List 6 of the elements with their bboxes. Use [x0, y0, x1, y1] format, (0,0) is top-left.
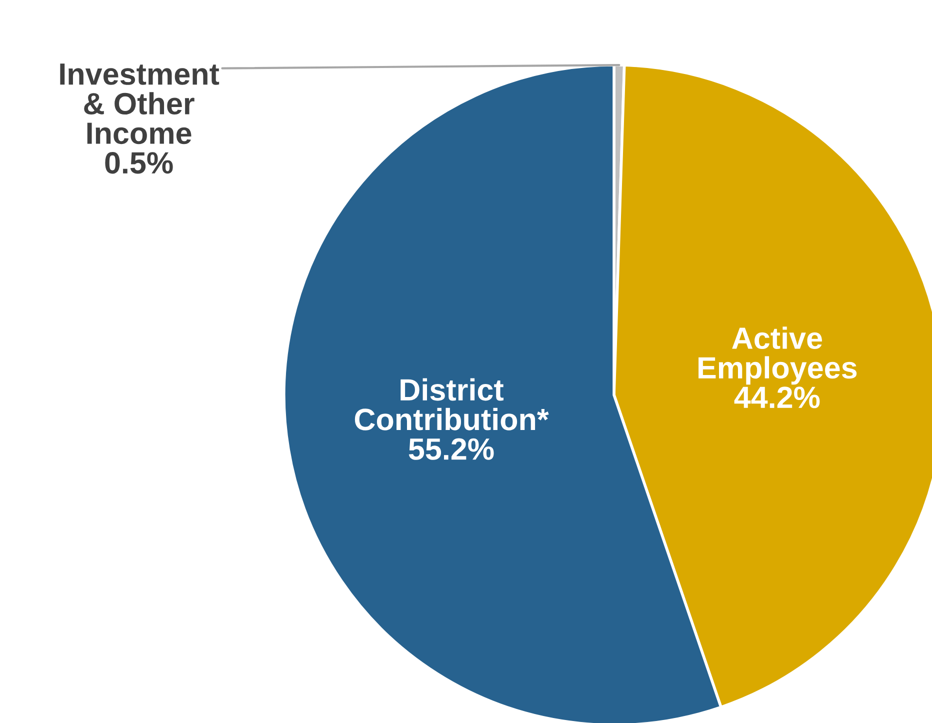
data-label: 55.2%: [408, 438, 494, 460]
data-label: 0.5%: [105, 152, 173, 174]
data-label: 44.2%: [734, 386, 820, 408]
slice-label: Active Employees: [698, 326, 857, 385]
slice-label: Investment & Other Income: [60, 64, 220, 144]
slice-label: District Contribution*: [354, 378, 549, 430]
